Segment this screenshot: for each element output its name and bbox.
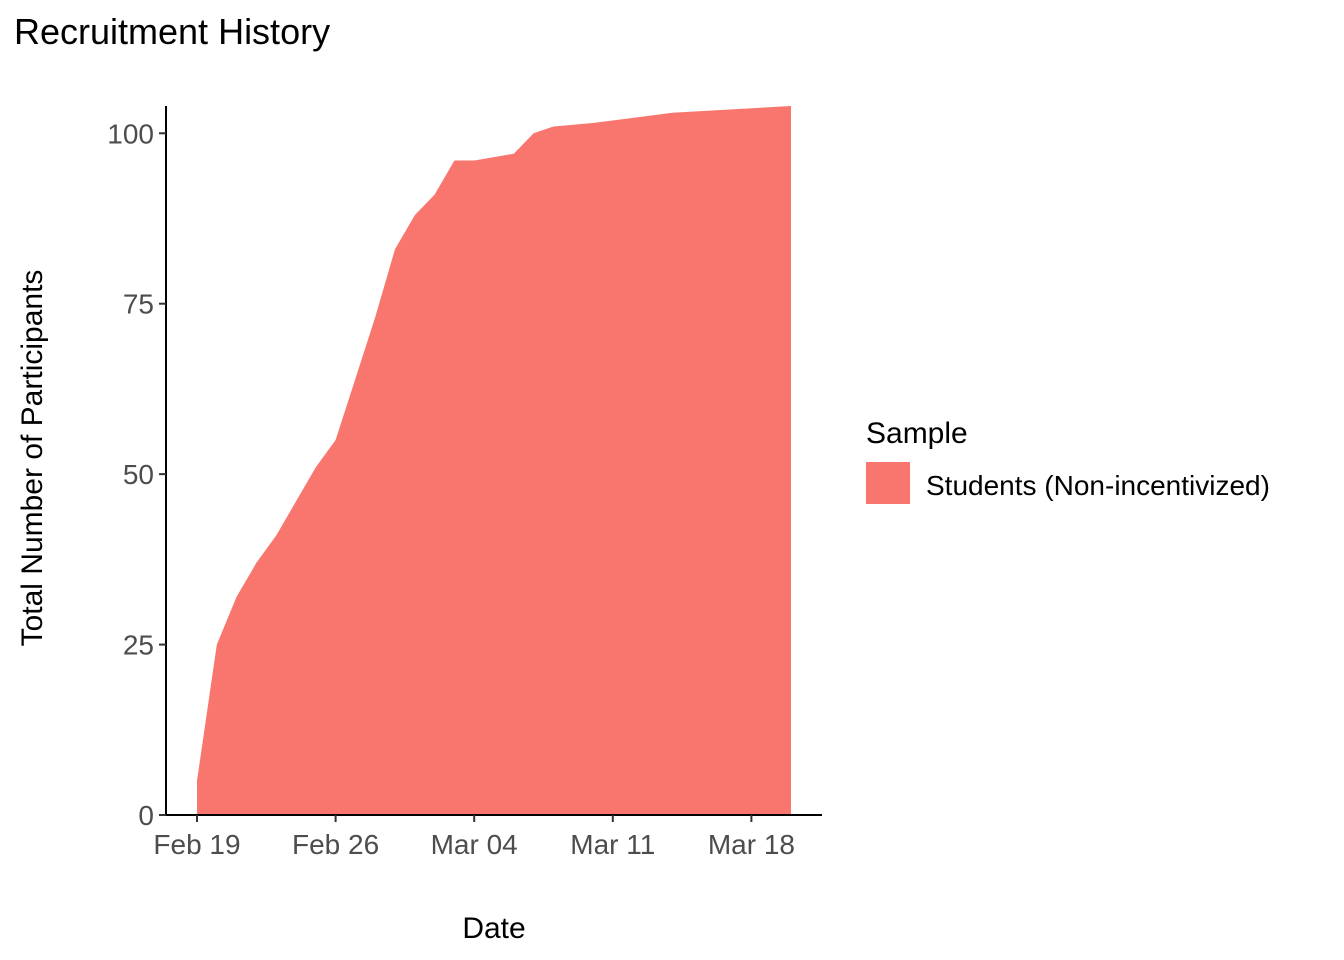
legend-swatch: [866, 462, 910, 504]
legend-title: Sample: [866, 417, 968, 450]
y-tick-label: 25: [123, 630, 154, 661]
x-axis-ticks: Feb 19 Feb 26 Mar 04 Mar 11 Mar 18: [153, 815, 795, 860]
y-tick-label: 0: [138, 800, 154, 831]
x-tick-label: Mar 04: [431, 829, 518, 860]
chart-title: Recruitment History: [14, 11, 330, 52]
x-tick-label: Mar 18: [708, 829, 795, 860]
x-tick-label: Feb 26: [292, 829, 379, 860]
y-axis-ticks: 0 25 50 75 100: [107, 118, 166, 831]
x-tick-label: Mar 11: [570, 829, 655, 860]
y-tick-label: 75: [123, 289, 154, 320]
y-axis-title: Total Number of Participants: [16, 270, 49, 647]
y-tick-label: 50: [123, 459, 154, 490]
legend-label: Students (Non-incentivized): [926, 470, 1270, 501]
plot-area: [197, 106, 791, 815]
legend: Sample Students (Non-incentivized): [866, 417, 1270, 504]
area-series-students: [197, 106, 791, 815]
x-axis-title: Date: [462, 912, 525, 945]
x-tick-label: Feb 19: [153, 829, 240, 860]
y-tick-label: 100: [107, 118, 154, 149]
